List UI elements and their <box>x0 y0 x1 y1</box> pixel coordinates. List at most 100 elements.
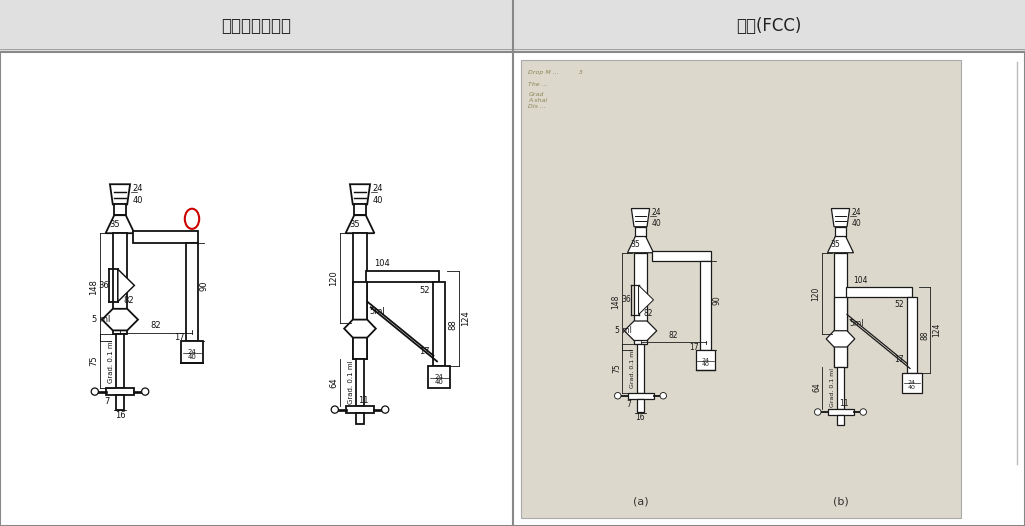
Text: 64: 64 <box>329 377 338 388</box>
Text: 24: 24 <box>188 349 197 355</box>
Circle shape <box>615 392 621 399</box>
Text: 36: 36 <box>621 296 630 305</box>
Bar <box>114 205 126 215</box>
Text: 148: 148 <box>89 279 97 295</box>
Text: 120: 120 <box>329 270 337 286</box>
Circle shape <box>815 409 821 415</box>
Text: 7: 7 <box>626 400 631 409</box>
Bar <box>106 388 134 395</box>
Text: 17: 17 <box>894 356 904 365</box>
Bar <box>834 297 847 367</box>
Text: 16: 16 <box>115 411 125 420</box>
Text: 미국(FCC): 미국(FCC) <box>736 17 802 35</box>
Text: 90: 90 <box>200 280 209 291</box>
Bar <box>521 60 960 518</box>
Text: Drop M ...          3: Drop M ... 3 <box>529 70 583 75</box>
Text: 24: 24 <box>132 184 142 193</box>
Text: 35: 35 <box>350 220 360 229</box>
Circle shape <box>660 392 666 399</box>
Text: 88: 88 <box>449 319 457 330</box>
Text: 52: 52 <box>894 300 904 309</box>
Bar <box>836 415 845 425</box>
Bar <box>187 242 198 341</box>
Text: 40: 40 <box>701 362 709 367</box>
Bar <box>902 373 921 392</box>
Text: Grad. 0.1 ml: Grad. 0.1 ml <box>829 368 834 407</box>
Polygon shape <box>627 237 654 253</box>
Bar <box>634 253 647 344</box>
Text: 40: 40 <box>652 219 661 228</box>
Text: 24: 24 <box>652 208 661 217</box>
Bar <box>515 54 1023 524</box>
Bar <box>353 233 367 359</box>
Bar <box>353 282 367 359</box>
Circle shape <box>860 409 866 415</box>
Text: 17: 17 <box>174 333 184 342</box>
Text: 24: 24 <box>372 184 382 193</box>
Text: 식품첨가물공전: 식품첨가물공전 <box>221 17 291 35</box>
Text: 82: 82 <box>151 321 161 330</box>
Polygon shape <box>350 184 370 205</box>
Text: 75: 75 <box>89 356 98 366</box>
Polygon shape <box>639 285 654 315</box>
Text: 24: 24 <box>435 374 444 380</box>
Text: 148: 148 <box>611 295 620 309</box>
Text: 5ml: 5ml <box>849 319 863 328</box>
Polygon shape <box>624 321 657 340</box>
Text: 124: 124 <box>461 311 470 327</box>
Polygon shape <box>826 331 855 347</box>
Polygon shape <box>652 251 710 261</box>
Bar <box>356 359 364 406</box>
Bar <box>907 297 917 373</box>
Bar <box>428 367 450 388</box>
Bar <box>834 253 847 367</box>
Polygon shape <box>133 231 198 242</box>
Text: 124: 124 <box>932 322 941 337</box>
Bar <box>113 233 127 334</box>
Text: 120: 120 <box>812 286 820 300</box>
Text: 16: 16 <box>636 413 646 422</box>
Bar <box>638 399 644 412</box>
Text: 36: 36 <box>98 281 110 290</box>
Polygon shape <box>106 215 134 233</box>
Bar <box>827 409 854 415</box>
Bar <box>627 392 654 399</box>
Text: 64: 64 <box>812 383 821 392</box>
Polygon shape <box>110 184 130 205</box>
Text: 35: 35 <box>630 240 641 249</box>
Text: The ...: The ... <box>529 82 548 87</box>
Bar <box>434 282 445 367</box>
Text: 17: 17 <box>690 342 699 351</box>
Text: 82: 82 <box>668 331 678 340</box>
Polygon shape <box>344 320 376 338</box>
Polygon shape <box>102 309 138 330</box>
Text: 104: 104 <box>853 276 867 285</box>
Text: 90: 90 <box>712 295 722 305</box>
Text: 82: 82 <box>124 296 134 305</box>
Polygon shape <box>631 208 650 227</box>
Polygon shape <box>118 269 134 301</box>
Bar <box>2 54 510 524</box>
Text: 104: 104 <box>374 259 390 268</box>
Text: Grad. 0.1 ml: Grad. 0.1 ml <box>347 361 354 404</box>
Bar <box>117 395 124 410</box>
Text: 7: 7 <box>105 397 110 406</box>
Text: 40: 40 <box>852 219 861 228</box>
Text: 5 ml: 5 ml <box>615 326 632 335</box>
Text: 17: 17 <box>419 348 429 357</box>
Text: 40: 40 <box>435 379 444 385</box>
Text: 52: 52 <box>419 286 429 295</box>
Text: Grad
A shal
Dis ...: Grad A shal Dis ... <box>529 92 547 108</box>
Bar <box>836 367 845 409</box>
Text: 82: 82 <box>644 309 653 318</box>
Bar <box>637 344 645 392</box>
Bar <box>181 341 203 363</box>
Bar <box>355 205 366 215</box>
Text: 11: 11 <box>839 399 849 408</box>
Bar <box>345 406 374 413</box>
Text: 24: 24 <box>908 380 916 385</box>
Text: 88: 88 <box>920 330 930 340</box>
Text: 24: 24 <box>701 358 709 362</box>
Bar <box>696 350 715 370</box>
Text: 35: 35 <box>110 220 120 229</box>
